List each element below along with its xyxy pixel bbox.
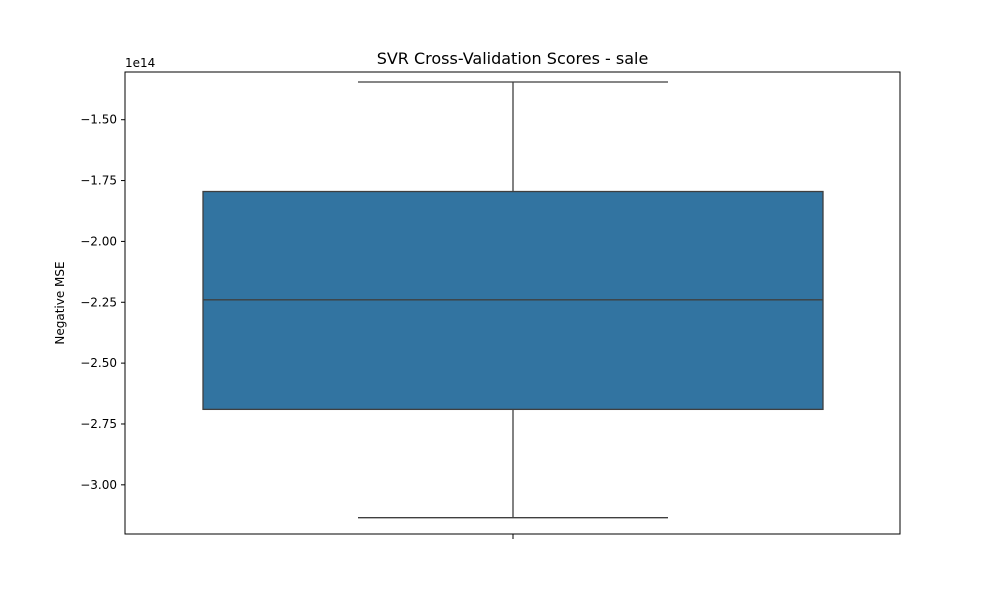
y-tick-label: −2.50: [80, 356, 117, 370]
y-tick-label: −2.25: [80, 295, 117, 309]
y-tick-label: −1.50: [80, 113, 117, 127]
y-axis-label: Negative MSE: [53, 261, 67, 344]
y-tick-label: −2.00: [80, 234, 117, 248]
box-element: [202, 81, 824, 519]
y-tick-label: −2.75: [80, 417, 117, 431]
y-axis-ticks: −1.50 −1.75 −2.00 −2.25 −2.50 −2.75 −3.00: [80, 113, 125, 492]
y-offset-label: 1e14: [125, 56, 155, 70]
y-tick-label: −3.00: [80, 478, 117, 492]
y-tick-label: −1.75: [80, 174, 117, 188]
chart-title: SVR Cross-Validation Scores - sale: [377, 49, 649, 68]
